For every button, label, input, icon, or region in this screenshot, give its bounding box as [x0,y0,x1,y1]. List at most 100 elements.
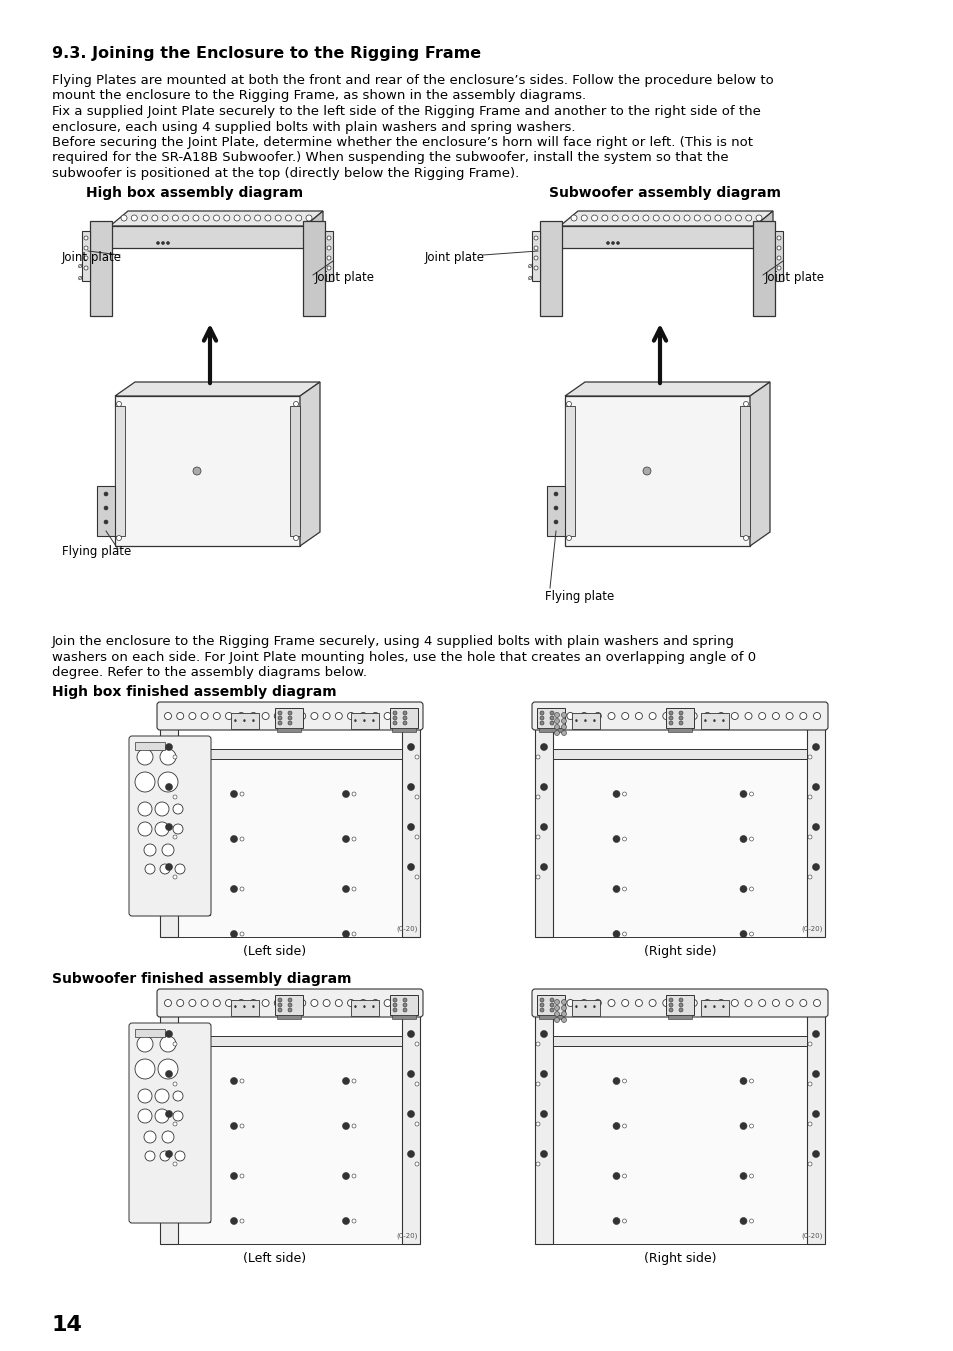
Circle shape [288,721,292,725]
Circle shape [359,712,366,720]
Circle shape [622,838,626,842]
Circle shape [165,1151,172,1158]
Circle shape [785,1000,792,1006]
Text: (0-20): (0-20) [396,1232,417,1239]
Circle shape [138,821,152,836]
Bar [276,728,301,732]
Circle shape [342,790,349,797]
Circle shape [395,712,403,720]
Circle shape [135,1059,154,1079]
Circle shape [594,1000,600,1006]
Circle shape [749,838,753,842]
Circle shape [807,835,811,839]
Circle shape [237,1000,244,1006]
Text: Joint plate: Joint plate [764,272,824,284]
Circle shape [407,1031,414,1038]
Circle shape [327,246,331,250]
Circle shape [342,1123,349,1129]
Circle shape [749,932,753,936]
Circle shape [744,1000,751,1006]
Text: (Right side): (Right side) [643,944,716,958]
Circle shape [172,824,183,834]
Text: •: • [720,716,724,725]
Circle shape [172,1111,183,1121]
Circle shape [165,784,172,790]
Text: 14: 14 [52,1315,83,1335]
Circle shape [635,712,641,720]
Text: High box finished assembly diagram: High box finished assembly diagram [52,685,336,698]
Circle shape [539,998,543,1002]
Circle shape [622,792,626,796]
Circle shape [172,215,178,222]
Circle shape [233,215,240,222]
Bar [538,1015,562,1019]
Circle shape [164,712,172,720]
Circle shape [393,1008,396,1012]
Circle shape [298,712,305,720]
Circle shape [776,246,781,250]
Circle shape [622,1124,626,1128]
Bar [538,728,562,732]
Circle shape [237,712,244,720]
Circle shape [742,401,748,407]
Circle shape [561,1005,566,1011]
Circle shape [84,246,88,250]
Circle shape [408,712,416,720]
Circle shape [731,1000,738,1006]
Circle shape [622,1219,626,1223]
Circle shape [156,242,159,245]
Circle shape [172,1042,177,1046]
Bar [553,1046,806,1244]
Text: ø: ø [527,276,532,281]
Circle shape [172,1082,177,1086]
Circle shape [286,1000,294,1006]
FancyBboxPatch shape [157,703,422,730]
Circle shape [402,1008,407,1012]
Circle shape [172,1121,177,1125]
Circle shape [580,712,587,720]
Text: •: • [233,716,237,725]
Circle shape [395,1000,403,1006]
Text: •: • [241,716,246,725]
Circle shape [193,467,201,476]
Bar [572,1000,599,1016]
Text: Subwoofer finished assembly diagram: Subwoofer finished assembly diagram [52,971,351,986]
Circle shape [679,721,682,725]
Circle shape [137,748,152,765]
Bar [130,1024,210,1223]
Circle shape [294,401,298,407]
Circle shape [668,721,672,725]
Circle shape [807,875,811,880]
Polygon shape [564,396,749,546]
Circle shape [176,712,184,720]
Circle shape [622,932,626,936]
Circle shape [566,1000,574,1006]
Text: •: • [370,716,375,725]
Circle shape [172,1092,183,1101]
Circle shape [201,712,208,720]
Polygon shape [539,222,561,316]
Bar [178,748,401,759]
Circle shape [613,790,619,797]
Polygon shape [749,382,769,546]
Circle shape [745,215,751,222]
Circle shape [160,748,175,765]
Circle shape [613,835,619,843]
Circle shape [812,863,819,870]
Circle shape [393,998,396,1002]
Polygon shape [532,231,539,281]
Polygon shape [752,222,774,316]
Circle shape [359,1000,366,1006]
Circle shape [676,712,682,720]
Circle shape [550,711,554,715]
Text: High box assembly diagram: High box assembly diagram [87,186,303,200]
Circle shape [407,824,414,831]
Polygon shape [115,407,125,536]
Bar [535,727,553,938]
Circle shape [277,716,282,720]
Bar [537,708,564,728]
Circle shape [662,215,669,222]
Circle shape [231,835,237,843]
Circle shape [323,1000,330,1006]
Circle shape [224,215,230,222]
